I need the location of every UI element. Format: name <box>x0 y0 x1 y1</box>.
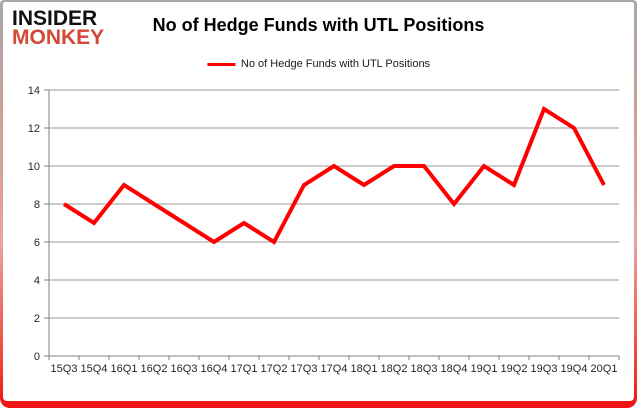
y-axis-label: 10 <box>28 161 40 173</box>
x-axis-label: 19Q1 <box>471 363 498 375</box>
y-axis-label: 4 <box>34 275 40 287</box>
x-axis-label: 19Q3 <box>531 363 558 375</box>
x-axis-label: 17Q1 <box>231 363 258 375</box>
x-axis-label: 17Q2 <box>261 363 288 375</box>
legend-label: No of Hedge Funds with UTL Positions <box>240 58 431 70</box>
x-axis-label: 16Q3 <box>171 363 198 375</box>
x-axis-label: 18Q4 <box>441 363 468 375</box>
x-axis-label: 16Q2 <box>141 363 168 375</box>
x-axis-label: 18Q3 <box>411 363 438 375</box>
y-axis-label: 2 <box>34 313 40 325</box>
legend-line-swatch <box>206 62 235 66</box>
y-axis-label: 6 <box>34 237 40 249</box>
x-axis-label: 15Q3 <box>51 363 78 375</box>
x-axis-label: 19Q4 <box>561 363 588 375</box>
chart-title: No of Hedge Funds with UTL Positions <box>152 15 485 35</box>
x-axis-label: 17Q3 <box>291 363 318 375</box>
chart-legend: No of Hedge Funds with UTL Positions <box>206 58 431 70</box>
y-axis-label: 14 <box>28 85 40 97</box>
x-axis-label: 18Q1 <box>351 363 378 375</box>
x-axis-label: 16Q4 <box>201 363 228 375</box>
x-axis-label: 16Q1 <box>111 363 138 375</box>
x-axis-label: 19Q2 <box>501 363 528 375</box>
y-axis-label: 12 <box>28 123 40 135</box>
x-axis-label: 20Q1 <box>591 363 618 375</box>
x-axis-label: 15Q4 <box>81 363 108 375</box>
y-axis-label: 8 <box>34 199 40 211</box>
logo-text-monkey: MONKEY <box>12 26 105 50</box>
data-series-line <box>62 106 606 245</box>
y-axis-label: 0 <box>34 351 40 363</box>
insider-monkey-logo: INSIDER MONKEY <box>12 7 105 50</box>
x-axis-label: 17Q4 <box>321 363 348 375</box>
x-axis-label: 18Q2 <box>381 363 408 375</box>
chart-card: INSIDER MONKEY No of Hedge Funds with UT… <box>3 2 634 401</box>
logo-text-insider: INSIDER <box>12 7 98 30</box>
